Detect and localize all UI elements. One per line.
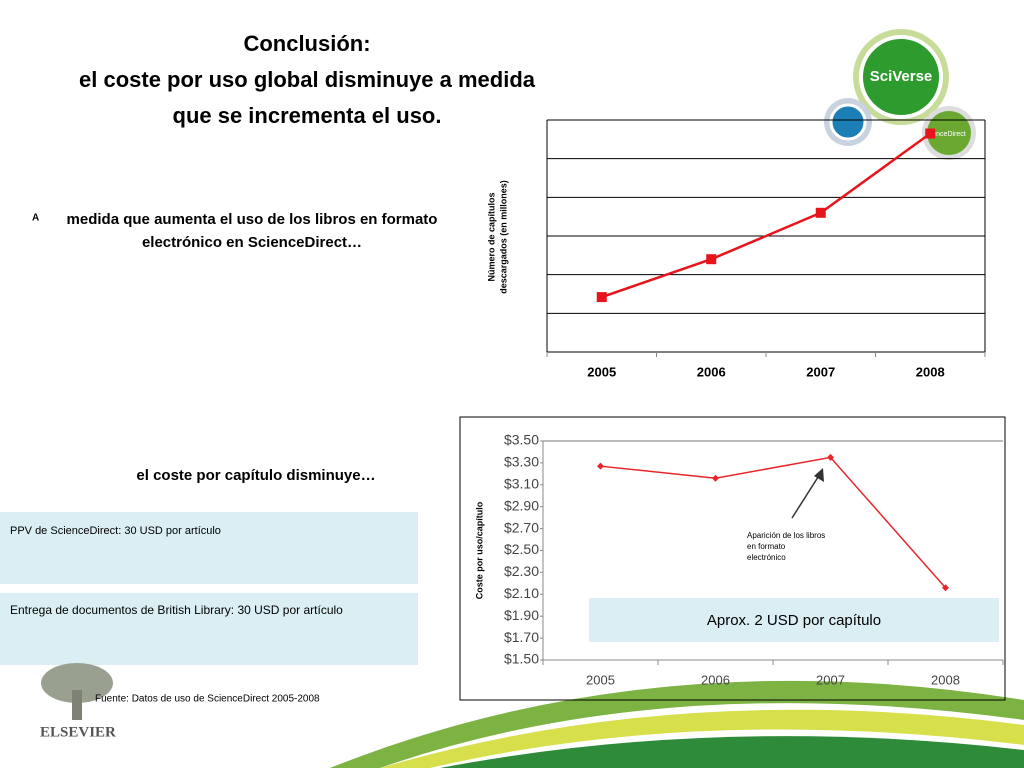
intro: electrónico en ScienceDirect… xyxy=(142,234,362,251)
y-tick-label: $1.90 xyxy=(504,607,539,623)
x-tick-label: 2007 xyxy=(816,672,845,687)
x-tick-label: 2008 xyxy=(931,672,960,687)
callout-box xyxy=(589,598,999,642)
x-tick-label: 2006 xyxy=(701,672,730,687)
box xyxy=(0,593,418,665)
y-tick-label: $1.50 xyxy=(504,651,539,667)
y-tick-label: $1.70 xyxy=(504,629,539,645)
chart-frame xyxy=(459,416,1006,701)
y-tick-label: $2.70 xyxy=(504,519,539,535)
subhead: el coste por capítulo disminuye… xyxy=(136,467,375,484)
elsevier-tree xyxy=(41,663,113,720)
marker xyxy=(597,462,604,470)
annotation-bg xyxy=(738,527,845,599)
series-line xyxy=(600,456,947,589)
title: el coste por uso global disminuye a medi… xyxy=(79,67,536,92)
intro: medida que aumenta el uso de los libros … xyxy=(67,211,438,228)
annotation: Aparición de los libros xyxy=(747,531,825,540)
x-tick-label: 2005 xyxy=(587,364,616,379)
marker xyxy=(815,207,826,218)
marker xyxy=(596,292,607,303)
x-tick-label: 2006 xyxy=(697,364,726,379)
y-tick-label: $3.30 xyxy=(504,454,539,470)
marker xyxy=(706,254,717,265)
sciverse-text: SciVerse xyxy=(870,68,933,85)
y-tick-label: $2.30 xyxy=(504,563,539,579)
y-axis-label: Número de capítulos xyxy=(486,192,496,281)
marker xyxy=(942,584,949,592)
arrow xyxy=(791,473,821,519)
x-tick-label: 2005 xyxy=(586,672,615,687)
title: Conclusión: xyxy=(243,31,370,56)
source: Fuente: Datos de uso de ScienceDirect 20… xyxy=(95,694,320,705)
title: que se incrementa el uso. xyxy=(173,103,442,128)
marker xyxy=(925,128,936,139)
y-axis-label: descargados (en millones) xyxy=(498,180,508,294)
callout: Aprox. 2 USD por capítulo xyxy=(707,612,881,629)
sciverse-logo xyxy=(824,29,976,160)
y-tick-label: $2.50 xyxy=(504,541,539,557)
marker xyxy=(712,474,719,482)
annotation: en formato xyxy=(747,542,786,551)
x-tick-label: 2007 xyxy=(806,364,835,379)
box-text: Entrega de documentos de British Library… xyxy=(10,603,343,617)
y-tick-label: $3.50 xyxy=(504,432,539,448)
intro-lead: A xyxy=(32,213,39,224)
y-tick-label: $2.10 xyxy=(504,585,539,601)
box xyxy=(0,512,418,584)
series-line xyxy=(601,132,931,299)
x-tick-label: 2008 xyxy=(916,364,945,379)
y-tick-label: $3.10 xyxy=(504,476,539,492)
sciencedirect-text: enceDirect xyxy=(932,131,966,138)
box-text: PPV de ScienceDirect: 30 USD por artícul… xyxy=(10,525,221,537)
elsevier-logo: ELSEVIER xyxy=(40,724,116,740)
swoosh xyxy=(330,680,1024,768)
y-axis-label: Coste por uso/capítulo xyxy=(474,501,484,599)
y-tick-label: $2.90 xyxy=(504,497,539,513)
annotation: electrónico xyxy=(747,553,786,562)
arrowhead xyxy=(814,468,824,482)
marker xyxy=(827,453,834,461)
